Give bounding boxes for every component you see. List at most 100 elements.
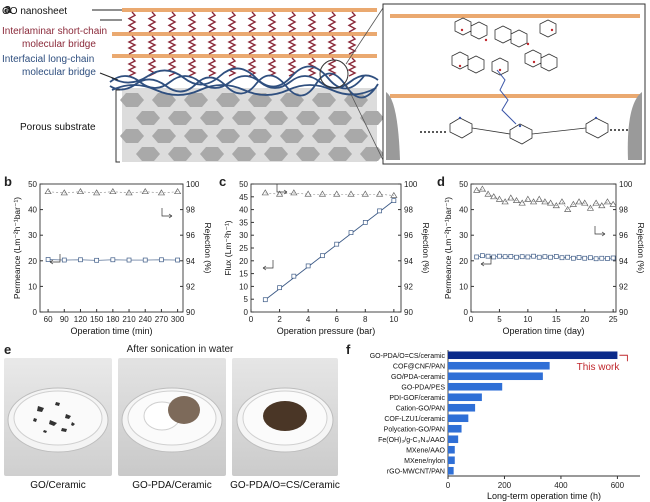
rejection-line [48, 191, 178, 194]
x-tick-label: 240 [139, 315, 153, 324]
square-marker [508, 254, 514, 259]
x-tick-label: 10 [389, 315, 398, 324]
rejection-line [265, 192, 394, 196]
y-left-axis-label: Permeance (Lm⁻²h⁻¹bar⁻¹) [12, 197, 22, 299]
triangle-marker [109, 187, 117, 195]
triangle-marker [558, 198, 566, 205]
panel-b: b 60 90 120 150 180 210 240 270 300 0 10 20 30 40 50 90… [0, 170, 215, 340]
y-left-axis-label: Permeance (Lm⁻²h⁻¹bar⁻¹) [443, 197, 453, 299]
y-left-tick-label: 10 [28, 282, 37, 291]
category-label: GO/PDA-ceramic [391, 374, 446, 381]
square-marker [78, 257, 83, 263]
x-tick-label: 10 [523, 315, 532, 324]
triangle-marker [484, 190, 492, 197]
square-marker [142, 257, 148, 263]
triangle-marker [125, 189, 133, 196]
category-label: PDI-GOF/ceramic [389, 395, 445, 402]
y-right-tick-label: 90 [619, 308, 628, 317]
square-marker [593, 256, 599, 262]
right-arrowhead [283, 189, 288, 195]
x-tick-label: 2 [277, 315, 282, 324]
triangle-marker [60, 189, 68, 196]
square-marker [497, 253, 502, 259]
y-left-tick-label: 30 [239, 231, 248, 240]
x-tick-label: 20 [580, 315, 589, 324]
permeance-series [45, 257, 180, 263]
y-right-tick-label: 96 [404, 231, 413, 240]
zoom-circle [319, 59, 349, 89]
square-marker [588, 255, 593, 261]
square-marker [262, 297, 268, 303]
square-marker [605, 256, 610, 261]
triangle-marker [261, 189, 269, 196]
square-marker [502, 254, 508, 260]
category-label: COF@CNF/PAN [393, 363, 445, 370]
x-axis: 0 5 10 15 20 25 [469, 309, 618, 324]
y-right-tick-label: 98 [619, 206, 628, 215]
panel-e-title: After sonication in water [126, 344, 234, 355]
triangle-marker [512, 196, 521, 203]
y-left-tick-label: 20 [239, 257, 248, 266]
panel-a-letter: a [4, 1, 12, 16]
square-marker [159, 257, 164, 263]
bar [448, 372, 543, 381]
square-marker [542, 254, 548, 260]
y-right-tick-label: 94 [404, 257, 413, 266]
y-axis-left: 0 10 20 30 40 50 [28, 180, 43, 317]
panel-b-chart: 60 90 120 150 180 210 240 270 300 0 10 20 30 40 50 90 92… [12, 180, 213, 336]
x-tick-label: 6 [334, 315, 339, 324]
triangle-marker [586, 204, 595, 211]
y-right-axis-label: Rejection (%) [421, 222, 431, 273]
triangle-marker [564, 205, 572, 212]
permeance-series [474, 253, 616, 262]
right-axis-indicator [161, 208, 172, 217]
short-chain-label-line1: Interlaminar short-chain [2, 26, 107, 37]
square-marker [576, 255, 582, 260]
panel-f-chart: 0 200 400 600 GO-PDA/O=CS/ceramic COF@CNF/PAN… [370, 350, 640, 501]
square-marker [485, 253, 491, 259]
triangle-marker [44, 187, 52, 195]
square-marker [571, 255, 576, 261]
square-marker [531, 253, 536, 259]
y-right-tick-label: 100 [404, 180, 418, 189]
panel-c: c 0 2 4 6 8 10 0 5 10 15 20 25 30 35 40 45 50 90 92 94 96 98 1… [215, 170, 433, 340]
photo-go-pda-ocs-ceramic [232, 358, 338, 476]
panel-e-letter: e [4, 342, 12, 357]
y-left-tick-label: 0 [464, 308, 469, 317]
x-tick-label: 300 [171, 315, 185, 324]
x-tick-label: 5 [497, 315, 502, 324]
triangle-marker [76, 187, 85, 195]
caption-go-pda-ocs-ceramic: GO-PDA/O=CS/Ceramic [230, 480, 340, 491]
caption-go-ceramic: GO/Ceramic [30, 480, 86, 491]
x-axis-label: Operation time (day) [502, 326, 584, 336]
triangle-marker [473, 186, 481, 193]
bar [448, 393, 482, 402]
y-left-tick-label: 15 [239, 270, 248, 279]
triangle-marker [552, 202, 560, 209]
bar [448, 435, 459, 444]
x-tick-label: 270 [155, 315, 169, 324]
rejection-series [44, 187, 182, 196]
bar [448, 456, 455, 465]
triangle-marker [518, 199, 526, 206]
y-left-tick-label: 30 [459, 231, 468, 240]
y-left-tick-label: 40 [459, 206, 468, 215]
long-chain-label-line1: Interfacial long-chain [2, 54, 94, 65]
y-right-tick-label: 94 [186, 257, 195, 266]
y-right-tick-label: 100 [186, 180, 200, 189]
square-marker [582, 255, 588, 261]
x-axis-label: Operation time (min) [70, 326, 152, 336]
long-chain-label-line2: molecular bridge [22, 67, 96, 78]
left-axis-indicator [263, 260, 274, 269]
y-axis-right: 90 92 94 96 98 100 [398, 180, 418, 317]
category-label: MXene/AAO [406, 447, 445, 454]
square-marker [599, 255, 605, 261]
substrate-pores [120, 93, 384, 161]
triangle-marker [524, 195, 532, 202]
square-marker [391, 198, 397, 203]
square-marker [548, 254, 553, 260]
square-marker [175, 257, 180, 263]
triangle-marker [581, 199, 589, 206]
triangle-marker [541, 198, 549, 205]
y-left-tick-label: 50 [28, 180, 37, 189]
